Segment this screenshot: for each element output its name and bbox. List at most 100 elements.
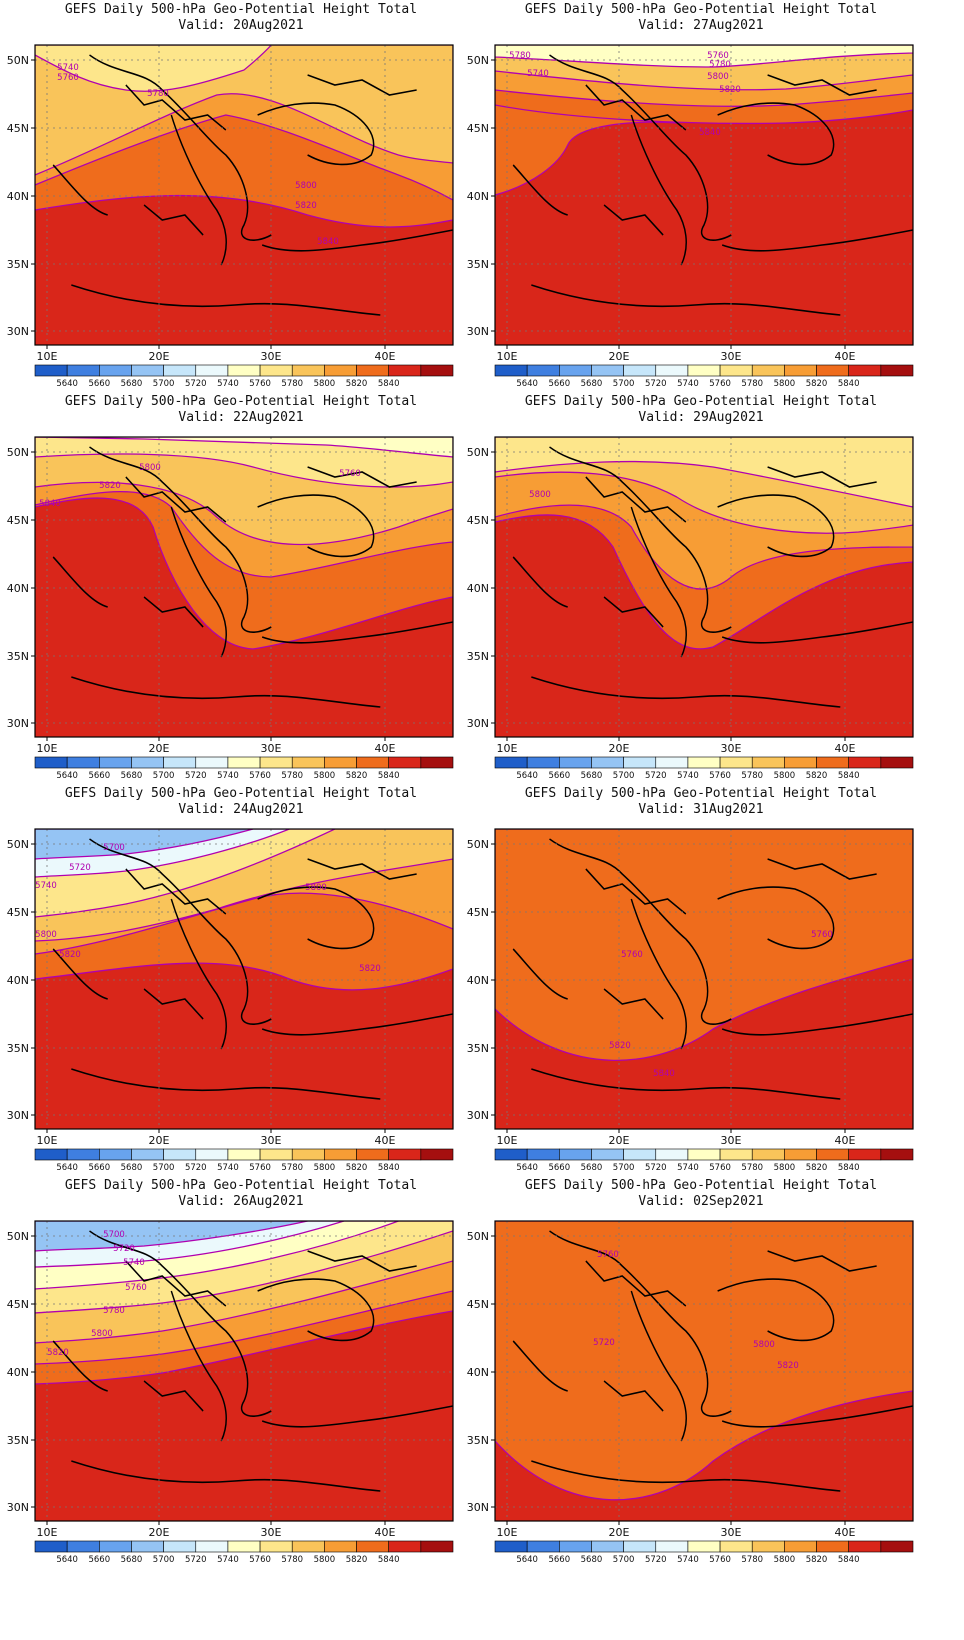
colorbar-swatch bbox=[291, 364, 325, 377]
colorbar-label: 5760 bbox=[249, 1163, 271, 1173]
colorbar-swatch bbox=[494, 1148, 528, 1161]
colorbar-label: 5760 bbox=[709, 379, 731, 389]
colorbar-swatch bbox=[34, 1540, 68, 1553]
colorbar-swatch bbox=[526, 1148, 560, 1161]
colorbar-label: 5780 bbox=[741, 1163, 763, 1173]
contour-label: 5800 bbox=[305, 883, 327, 893]
colorbar-swatch bbox=[784, 364, 817, 377]
colorbar-swatch bbox=[623, 756, 657, 769]
lon-label: 10E bbox=[37, 350, 58, 363]
colorbar-swatch bbox=[880, 1148, 914, 1161]
height-contour-band bbox=[495, 45, 913, 68]
colorbar-swatch bbox=[784, 1148, 817, 1161]
lat-label: 50N bbox=[467, 1230, 489, 1243]
lat-label: 45N bbox=[467, 906, 489, 919]
colorbar-label: 5760 bbox=[249, 771, 271, 781]
colorbar-swatch bbox=[356, 1148, 389, 1161]
panel-title: GEFS Daily 500-hPa Geo-Potential Height … bbox=[524, 394, 878, 409]
colorbar-swatch bbox=[291, 756, 325, 769]
colorbar-label: 5820 bbox=[806, 1555, 828, 1565]
height-contour-band bbox=[35, 437, 453, 458]
contour-label: 5760 bbox=[811, 930, 833, 940]
colorbar-swatch bbox=[163, 1540, 197, 1553]
colorbar-swatch bbox=[259, 756, 293, 769]
colorbar-swatch bbox=[848, 364, 882, 377]
colorbar-label: 5680 bbox=[121, 771, 143, 781]
lat-label: 35N bbox=[467, 1042, 489, 1055]
lon-label: 30E bbox=[261, 350, 282, 363]
lon-label: 40E bbox=[375, 742, 396, 755]
colorbar-swatch bbox=[356, 1540, 389, 1553]
map-panel: GEFS Daily 500-hPa Geo-Potential Height … bbox=[460, 392, 942, 802]
lat-label: 50N bbox=[7, 1230, 29, 1243]
colorbar-label: 5820 bbox=[346, 771, 368, 781]
panel-valid-date: Valid: 24Aug2021 bbox=[178, 802, 304, 817]
lon-label: 20E bbox=[609, 742, 630, 755]
lat-label: 50N bbox=[7, 54, 29, 67]
lon-label: 30E bbox=[721, 742, 742, 755]
colorbar-label: 5700 bbox=[613, 379, 635, 389]
lat-label: 35N bbox=[467, 1434, 489, 1447]
colorbar: 5640 5660 5680 5700 5720 5740 5760 5780 5800 5820… bbox=[494, 1148, 914, 1173]
colorbar-label: 5820 bbox=[806, 379, 828, 389]
colorbar-swatch bbox=[259, 1148, 293, 1161]
colorbar-swatch bbox=[34, 756, 68, 769]
colorbar-label: 5800 bbox=[774, 771, 796, 781]
colorbar-swatch bbox=[291, 1540, 325, 1553]
colorbar-label: 5640 bbox=[516, 771, 538, 781]
colorbar-label: 5840 bbox=[378, 1555, 400, 1565]
colorbar-swatch bbox=[880, 1540, 914, 1553]
contour-label: 5720 bbox=[593, 1338, 615, 1348]
lon-label: 20E bbox=[609, 350, 630, 363]
lon-label: 10E bbox=[497, 742, 518, 755]
map-frame bbox=[34, 44, 454, 346]
colorbar-label: 5780 bbox=[281, 1163, 303, 1173]
colorbar-label: 5760 bbox=[709, 771, 731, 781]
lon-label: 20E bbox=[149, 350, 170, 363]
colorbar-swatch bbox=[623, 364, 657, 377]
contour-label: 5760 bbox=[597, 1250, 619, 1260]
lat-label: 30N bbox=[467, 1501, 489, 1514]
lat-label: 40N bbox=[7, 582, 29, 595]
colorbar-label: 5820 bbox=[806, 771, 828, 781]
coastline bbox=[512, 1230, 913, 1492]
colorbar-swatch bbox=[99, 1148, 132, 1161]
colorbar-swatch bbox=[388, 756, 422, 769]
contour-label: 5780 bbox=[709, 60, 731, 70]
lat-label: 40N bbox=[467, 1366, 489, 1379]
colorbar-swatch bbox=[880, 364, 914, 377]
lat-label: 30N bbox=[467, 717, 489, 730]
colorbar-swatch bbox=[784, 756, 817, 769]
coastline bbox=[52, 838, 453, 1100]
lon-label: 10E bbox=[497, 1134, 518, 1147]
lat-label: 40N bbox=[7, 974, 29, 987]
height-contour-band bbox=[495, 437, 913, 508]
lon-label: 30E bbox=[261, 742, 282, 755]
colorbar-swatch bbox=[259, 1540, 293, 1553]
colorbar-label: 5800 bbox=[314, 771, 336, 781]
lat-label: 30N bbox=[467, 1109, 489, 1122]
lon-label: 40E bbox=[835, 350, 856, 363]
colorbar-label: 5820 bbox=[806, 1163, 828, 1173]
colorbar-swatch bbox=[99, 1540, 132, 1553]
lat-label: 40N bbox=[7, 190, 29, 203]
colorbar-swatch bbox=[324, 756, 357, 769]
contour-label: 5820 bbox=[47, 1348, 69, 1358]
lon-label: 10E bbox=[37, 1134, 58, 1147]
colorbar-label: 5740 bbox=[677, 1555, 699, 1565]
contour-label: 5800 bbox=[753, 1340, 775, 1350]
colorbar-label: 5640 bbox=[516, 1163, 538, 1173]
contour-label: 5780 bbox=[147, 89, 169, 99]
colorbar-swatch bbox=[227, 1148, 261, 1161]
colorbar-label: 5680 bbox=[121, 1555, 143, 1565]
lat-label: 35N bbox=[7, 1434, 29, 1447]
contour-label: 5720 bbox=[69, 863, 91, 873]
colorbar-swatch bbox=[591, 756, 624, 769]
colorbar-swatch bbox=[559, 756, 592, 769]
lon-label: 20E bbox=[149, 1134, 170, 1147]
panel-valid-date: Valid: 26Aug2021 bbox=[178, 1194, 304, 1209]
contour-label: 5800 bbox=[529, 490, 551, 500]
colorbar-swatch bbox=[227, 1540, 261, 1553]
contour-label: 5760 bbox=[621, 950, 643, 960]
